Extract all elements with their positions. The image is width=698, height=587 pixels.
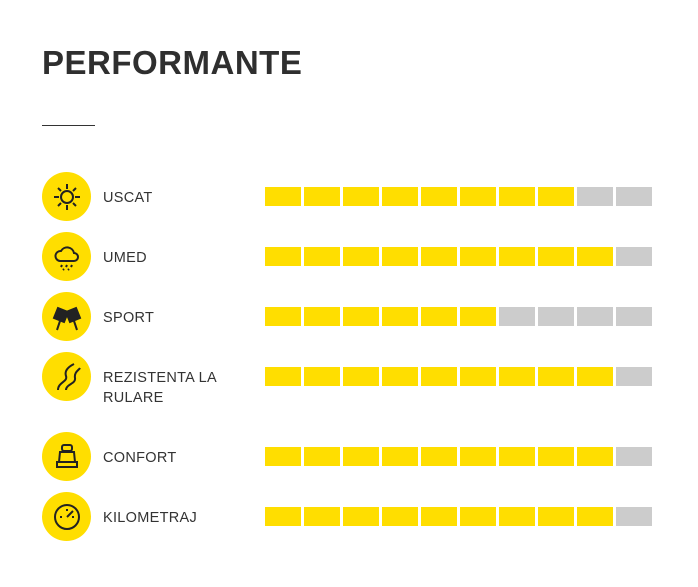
rating-bar — [265, 187, 652, 206]
rating-segment-filled — [538, 187, 574, 206]
rating-row-confort: CONFORT — [42, 432, 662, 482]
rating-segment-filled — [343, 447, 379, 466]
rating-segment-filled — [460, 507, 496, 526]
page-title: PERFORMANTE — [42, 44, 303, 81]
rating-segment-filled — [265, 447, 301, 466]
rating-row-rezistenta: REZISTENTA LA RULARE — [42, 352, 662, 406]
rating-segment-filled — [265, 507, 301, 526]
rating-segment-filled — [499, 187, 535, 206]
rating-segment-empty — [616, 247, 652, 266]
rating-segment-filled — [460, 247, 496, 266]
rating-segment-filled — [382, 187, 418, 206]
rating-segment-filled — [499, 247, 535, 266]
rating-segment-filled — [304, 187, 340, 206]
rating-segment-empty — [499, 307, 535, 326]
row-label: UMED — [103, 250, 147, 266]
rating-bar — [265, 367, 652, 386]
row-label: USCAT — [103, 190, 153, 206]
rating-bar — [265, 507, 652, 526]
rating-row-sport: SPORT — [42, 292, 662, 342]
rating-row-uscat: USCAT — [42, 172, 662, 222]
rating-segment-filled — [421, 367, 457, 386]
rating-segment-filled — [421, 447, 457, 466]
rating-segment-filled — [577, 367, 613, 386]
rating-segment-filled — [538, 507, 574, 526]
rating-segment-empty — [616, 307, 652, 326]
rating-segment-filled — [421, 507, 457, 526]
rain-cloud-icon — [42, 232, 91, 281]
rating-bar — [265, 247, 652, 266]
rating-segment-filled — [343, 187, 379, 206]
rating-segment-filled — [304, 367, 340, 386]
rating-segment-filled — [538, 367, 574, 386]
rating-segment-filled — [421, 247, 457, 266]
rating-segment-filled — [382, 447, 418, 466]
rating-segment-empty — [616, 367, 652, 386]
rating-segment-filled — [265, 247, 301, 266]
rating-segment-filled — [460, 307, 496, 326]
rating-segment-empty — [577, 187, 613, 206]
rating-segment-filled — [343, 247, 379, 266]
rating-row-umed: UMED — [42, 232, 662, 282]
rating-segment-empty — [538, 307, 574, 326]
rating-segment-filled — [382, 507, 418, 526]
sun-icon — [42, 172, 91, 221]
speedometer-icon — [42, 492, 91, 541]
rating-segment-filled — [499, 367, 535, 386]
car-seat-icon — [42, 432, 91, 481]
road-icon — [42, 352, 91, 401]
rating-segment-empty — [616, 187, 652, 206]
rating-bar — [265, 447, 652, 466]
checkered-flags-icon — [42, 292, 91, 341]
rating-segment-filled — [577, 447, 613, 466]
row-label: CONFORT — [103, 450, 177, 466]
rating-segment-filled — [343, 367, 379, 386]
rating-segment-filled — [538, 247, 574, 266]
rating-segment-filled — [499, 507, 535, 526]
rating-segment-filled — [382, 367, 418, 386]
rating-segment-empty — [577, 307, 613, 326]
divider — [42, 125, 95, 126]
rating-segment-filled — [538, 447, 574, 466]
rating-segment-filled — [304, 307, 340, 326]
rating-segment-filled — [499, 447, 535, 466]
rating-segment-empty — [616, 507, 652, 526]
rating-segment-empty — [616, 447, 652, 466]
rating-segment-filled — [577, 247, 613, 266]
rating-segment-filled — [382, 307, 418, 326]
row-label: KILOMETRAJ — [103, 510, 198, 526]
rating-segment-filled — [304, 447, 340, 466]
rating-segment-filled — [304, 247, 340, 266]
rating-segment-filled — [421, 187, 457, 206]
rating-segment-filled — [382, 247, 418, 266]
rating-segment-filled — [460, 447, 496, 466]
rating-segment-filled — [265, 307, 301, 326]
rating-segment-filled — [265, 367, 301, 386]
rating-segment-filled — [304, 507, 340, 526]
rating-segment-filled — [421, 307, 457, 326]
rating-segment-filled — [265, 187, 301, 206]
rating-segment-filled — [343, 507, 379, 526]
rating-segment-filled — [460, 187, 496, 206]
rating-row-kilometraj: KILOMETRAJ — [42, 492, 662, 542]
rating-segment-filled — [460, 367, 496, 386]
row-label: SPORT — [103, 310, 155, 326]
rating-bar — [265, 307, 652, 326]
row-label: REZISTENTA LA RULARE — [103, 370, 217, 406]
rating-segment-filled — [343, 307, 379, 326]
rating-segment-filled — [577, 507, 613, 526]
